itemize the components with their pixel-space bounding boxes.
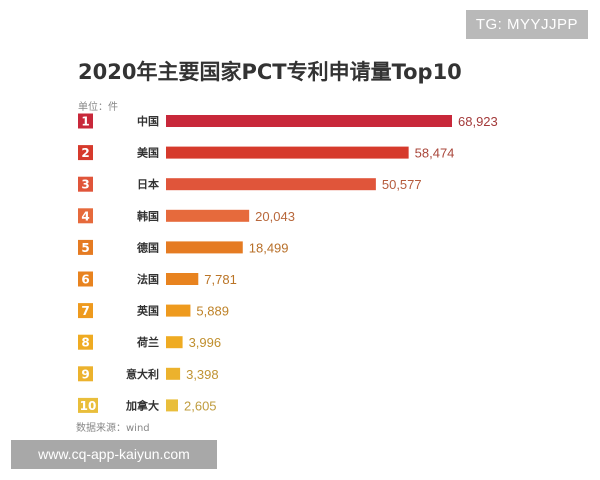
rank-number: 7 [81, 304, 89, 318]
bar [166, 115, 452, 127]
rank-number: 8 [81, 336, 89, 350]
rank-badge [78, 271, 93, 287]
bar [166, 146, 409, 159]
bar [166, 273, 199, 285]
rank-number: 5 [81, 241, 89, 255]
rank-number: 10 [80, 399, 97, 413]
value-label: 2,605 [184, 398, 217, 413]
value-label: 18,499 [249, 240, 289, 255]
rank-badge [78, 176, 93, 192]
category-label: 日本 [137, 177, 159, 191]
rank-badge [78, 366, 93, 382]
rank-badge [78, 334, 93, 350]
value-label: 58,474 [415, 146, 455, 161]
category-label: 德国 [136, 240, 159, 254]
rank-number: 2 [81, 146, 89, 160]
bar [166, 241, 243, 254]
category-label: 意大利 [126, 367, 159, 381]
rank-badge [78, 303, 93, 319]
rank-badge [78, 145, 93, 161]
category-label: 韩国 [137, 209, 159, 223]
bar [166, 399, 178, 412]
value-label: 3,996 [189, 335, 222, 350]
rank-number: 6 [81, 273, 89, 287]
category-label: 中国 [137, 114, 159, 128]
bar [166, 178, 376, 191]
category-label: 英国 [136, 304, 159, 318]
rank-number: 3 [81, 178, 89, 192]
rank-badge [78, 397, 98, 413]
category-label: 荷兰 [136, 335, 159, 349]
value-label: 50,577 [382, 177, 422, 192]
bar [166, 209, 250, 222]
source-label: 数据来源：wind [76, 423, 150, 434]
bar [166, 304, 191, 317]
value-label: 7,781 [204, 272, 237, 287]
rank-number: 9 [81, 367, 89, 381]
watermark-badge: TG: MYYJJPP [465, 10, 588, 39]
value-label: 5,889 [196, 304, 229, 319]
bar [166, 336, 183, 349]
rank-number: 4 [81, 209, 89, 223]
rank-badge [78, 113, 93, 129]
bar [166, 367, 181, 380]
watermark-url: www.cq-app-kaiyun.com [11, 440, 217, 469]
rank-badge [78, 208, 93, 224]
unit-label: 单位：件 [78, 102, 118, 113]
value-label: 3,398 [186, 367, 219, 382]
category-label: 法国 [137, 272, 159, 286]
category-label: 美国 [137, 146, 159, 160]
rank-number: 1 [81, 115, 89, 129]
rank-badge [78, 239, 93, 255]
value-label: 20,043 [255, 209, 295, 224]
value-label: 68,923 [458, 114, 498, 129]
chart-title: 2020年主要国家PCT专利申请量Top10 [78, 60, 462, 84]
category-label: 加拿大 [125, 398, 159, 412]
